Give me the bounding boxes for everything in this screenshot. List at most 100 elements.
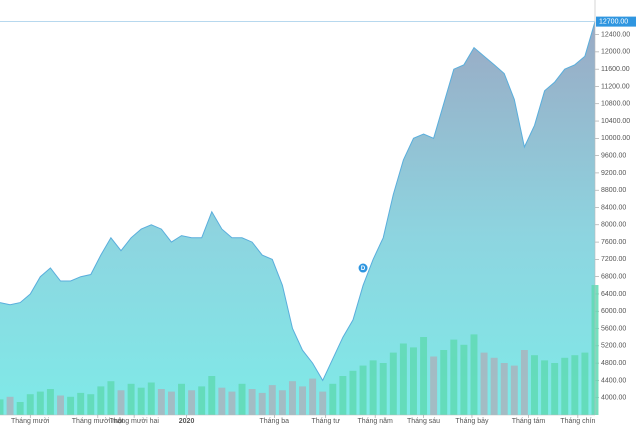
y-tick-label: 8400.00 bbox=[601, 204, 626, 211]
volume-bar bbox=[319, 391, 327, 415]
volume-bar bbox=[268, 385, 276, 415]
volume-bar bbox=[379, 363, 387, 415]
volume-bar bbox=[480, 352, 488, 415]
volume-bar bbox=[500, 363, 508, 415]
volume-bar bbox=[490, 357, 498, 415]
volume-bar bbox=[329, 383, 337, 415]
volume-bar bbox=[0, 399, 4, 415]
y-axis-panel bbox=[595, 0, 640, 427]
volume-bar bbox=[77, 392, 85, 415]
y-tick-label: 10400.00 bbox=[601, 118, 630, 125]
volume-bar bbox=[359, 365, 367, 415]
volume-bar bbox=[369, 360, 377, 415]
price-line bbox=[0, 21, 596, 382]
x-tick-label: Tháng chín bbox=[560, 418, 595, 425]
volume-bar bbox=[97, 386, 105, 415]
volume-bar bbox=[36, 391, 44, 415]
volume-bar bbox=[551, 363, 559, 415]
volume-bar bbox=[399, 343, 407, 415]
last-price-badge bbox=[596, 16, 636, 27]
volume-bar bbox=[470, 334, 478, 415]
volume-bar bbox=[571, 355, 579, 415]
y-tick-label: 5600.00 bbox=[601, 325, 626, 332]
volume-bar bbox=[157, 389, 165, 415]
volume-bar bbox=[147, 382, 155, 415]
volume-bar bbox=[299, 386, 307, 415]
volume-bar bbox=[218, 387, 226, 415]
x-tick-label: Tháng bảy bbox=[455, 418, 489, 425]
volume-bar bbox=[430, 356, 438, 415]
volume-bar bbox=[238, 383, 246, 415]
y-tick-label: 12000.00 bbox=[601, 49, 630, 56]
volume-bar bbox=[278, 390, 286, 415]
volume-bar bbox=[339, 376, 347, 415]
volume-bar bbox=[16, 402, 24, 415]
y-tick-label: 7600.00 bbox=[601, 239, 626, 246]
price-area bbox=[0, 21, 595, 415]
volume-bar bbox=[349, 370, 357, 415]
x-tick-label: Tháng tư bbox=[312, 418, 341, 425]
x-tick-label: Tháng sáu bbox=[407, 418, 440, 425]
volume-bar bbox=[107, 381, 115, 415]
y-tick-label: 4400.00 bbox=[601, 377, 626, 384]
x-tick-label: Tháng năm bbox=[357, 418, 393, 425]
volume-bar bbox=[531, 355, 538, 415]
last-price-label: 12700.00 bbox=[599, 18, 628, 25]
volume-bar bbox=[208, 376, 216, 415]
volume-bar bbox=[127, 383, 135, 415]
dividend-marker bbox=[357, 262, 369, 274]
y-tick-label: 7200.00 bbox=[601, 256, 626, 263]
volume-bar bbox=[198, 386, 206, 415]
volume-bar bbox=[520, 350, 528, 415]
volume-bar bbox=[450, 339, 458, 415]
x-tick-label: 2020 bbox=[179, 418, 195, 425]
volume-bar bbox=[26, 394, 34, 415]
x-tick-label: Tháng mười bbox=[11, 418, 50, 425]
dividend-marker-label: D bbox=[361, 266, 366, 272]
volume-bar bbox=[178, 383, 185, 415]
volume-bar bbox=[137, 387, 145, 415]
y-tick-label: 9600.00 bbox=[601, 152, 626, 159]
y-tick-label: 8800.00 bbox=[601, 187, 626, 194]
volume-bar bbox=[309, 378, 317, 415]
volume-bar bbox=[87, 394, 95, 415]
volume-bar bbox=[460, 344, 468, 415]
volume-bar bbox=[581, 352, 589, 415]
volume-bar bbox=[561, 357, 569, 415]
volume-bar bbox=[440, 350, 448, 415]
volume-bar bbox=[46, 389, 54, 415]
volume-bar bbox=[228, 391, 236, 415]
x-tick-label: Tháng tám bbox=[512, 418, 546, 425]
y-tick-label: 8000.00 bbox=[601, 222, 626, 229]
y-tick-label: 4000.00 bbox=[601, 395, 626, 402]
y-tick-label: 6400.00 bbox=[601, 291, 626, 298]
x-tick-label: Tháng mười một bbox=[72, 418, 124, 425]
y-tick-label: 6800.00 bbox=[601, 274, 626, 281]
volume-bar bbox=[510, 365, 518, 415]
x-tick-label: Tháng mười hai bbox=[109, 418, 159, 425]
volume-bar bbox=[6, 396, 14, 415]
volume-bar bbox=[258, 392, 266, 415]
y-tick-label: 4800.00 bbox=[601, 360, 626, 367]
y-tick-label: 12400.00 bbox=[601, 31, 630, 38]
volume-bar bbox=[389, 352, 397, 415]
y-tick-label: 10800.00 bbox=[601, 101, 630, 108]
x-tick-label: Tháng ba bbox=[260, 418, 290, 425]
volume-bar bbox=[57, 395, 64, 415]
volume-bar bbox=[248, 389, 256, 415]
volume-bar bbox=[410, 347, 417, 415]
y-tick-label: 9200.00 bbox=[601, 170, 626, 177]
y-tick-label: 11600.00 bbox=[601, 66, 630, 73]
volume-bar bbox=[288, 381, 296, 415]
y-tick-label: 5200.00 bbox=[601, 343, 626, 350]
y-tick-label: 10000.00 bbox=[601, 135, 630, 142]
volume-bar bbox=[188, 390, 196, 415]
volume-bar bbox=[541, 360, 549, 415]
y-tick-label: 6000.00 bbox=[601, 308, 626, 315]
volume-bar bbox=[117, 390, 125, 415]
volume-bar bbox=[67, 396, 75, 415]
y-tick-label: 11200.00 bbox=[601, 83, 630, 90]
volume-bar bbox=[167, 391, 175, 415]
volume-bar bbox=[420, 337, 428, 415]
